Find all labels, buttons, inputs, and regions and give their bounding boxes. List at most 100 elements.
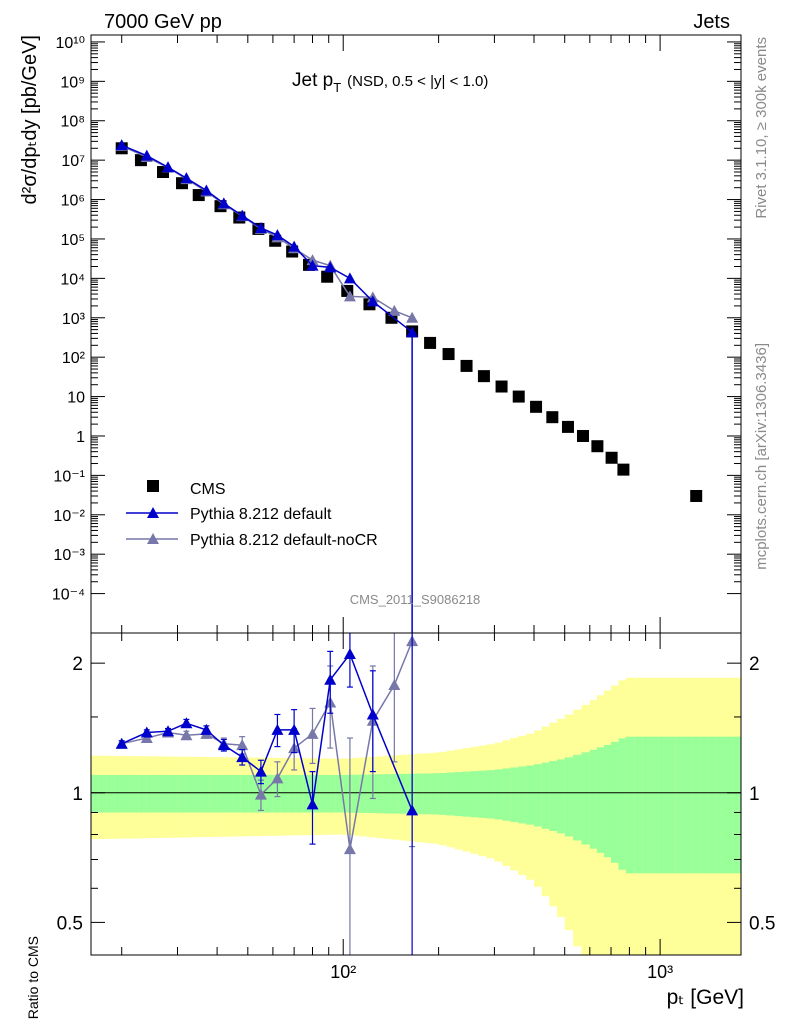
green-band-segment [658,736,668,874]
green-band-segment [596,747,605,853]
default-ratio-point [366,708,379,720]
default-data-point [406,326,419,338]
legend-label-default: Pythia 8.212 default [190,506,332,523]
green-band-segment [438,773,448,815]
green-band-segment [280,774,289,813]
cms-data-point [576,429,589,442]
green-band-segment [573,754,582,841]
cms-data-point [424,336,437,349]
nocr-ratio-point [236,739,249,751]
green-band-segment [390,774,400,814]
y-tick-label: 10³ [62,311,86,328]
legend-marker-default [147,507,159,518]
legend: CMS Pythia 8.212 default Pythia 8.212 de… [126,480,378,549]
default-ratio-point [343,648,356,660]
nocr-data-point [343,290,356,302]
y-tick-label: 1 [76,429,85,446]
y-tick-label: 10⁹ [60,74,85,91]
default-data-point [200,184,213,196]
green-band-segment [642,736,652,874]
green-band-segment [359,774,368,813]
green-band-segment [699,736,709,874]
green-band-segment [724,736,734,874]
default-ratio-point [162,725,175,737]
green-band-segment [716,736,726,874]
header-right: Jets [693,11,730,33]
default-ratio-point [406,804,419,816]
green-band-segment [708,736,717,874]
nocr-data-point [406,311,419,323]
default-data-point [217,197,230,209]
x-tick-label: 10² [330,962,356,982]
nocr-ratio-point [140,732,153,744]
default-ratio-point [324,673,337,685]
green-band-segment [288,774,297,813]
cms-data-point [477,370,490,383]
x-axis-title: pₜ [GeV] [667,986,744,1009]
green-band-segment [406,773,416,814]
green-band-segment [430,773,440,815]
y-tick-label: 10⁵ [61,232,85,249]
green-band-segment [470,771,479,818]
cms-data-point [546,411,559,424]
default-ratio-point [180,717,193,729]
y-tick-label: 10⁻⁴ [52,587,85,604]
green-band-segment [224,774,234,813]
green-band-segment [589,749,598,849]
green-band-segment [122,774,131,813]
green-band-segment [422,773,432,815]
green-band-segment [618,738,627,870]
green-band-segment [541,762,550,829]
green-band-segment [264,774,273,813]
default-data-point [271,229,284,241]
default-ratio-point [236,751,249,763]
nocr-ratio-point [180,729,193,741]
ratio-frame [90,632,742,956]
green-band-segment [375,774,384,814]
default-data-point [140,149,153,161]
green-band-segment [398,773,408,814]
green-band-segment [650,736,660,874]
ratio-uncertainty-bands [91,677,741,955]
y-axis-title-ratio: Ratio to CMS [25,936,41,1019]
green-band-segment [209,774,218,813]
nocr-ratio-point [388,678,401,690]
default-data-point [366,295,379,307]
ratio-y-tick-label-left: 0.5 [57,913,83,934]
green-band-segment [691,736,701,874]
y-tick-label: 10⁻² [53,508,85,525]
default-ratio-point [254,765,267,777]
nocr-ratio-point [254,788,267,800]
green-band-segment [146,774,155,813]
default-data-point [254,221,267,233]
plot-frames [90,34,742,956]
green-band-segment [343,774,352,813]
x-tick-label: 10³ [647,962,673,982]
cms-data-point [605,451,618,464]
green-band-segment [478,770,487,818]
cms-data-point [591,440,604,453]
nocr-ratio-line [121,640,413,850]
plot-title: Jet pT (NSD, 0.5 < |y| < 1.0) [292,70,488,95]
green-band-segment [486,770,495,819]
cms-data-point [530,400,543,413]
y-axis-title-main: d²σ/dpₜdy [pb/GeV] [19,35,41,204]
ratio-y-tick-label-right: 1 [749,784,760,805]
green-band-segment [382,774,392,814]
ratio-y-tick-label-left: 1 [72,784,83,805]
default-ratio-point [217,739,230,751]
legend-marker-nocr [147,533,159,544]
y-tick-label: 10² [62,350,86,367]
green-band-segment [683,736,693,874]
nocr-ratio-point [271,772,284,784]
green-band-segment [248,774,258,813]
green-band-segment [732,736,741,874]
nocr-ratio-point [306,727,319,739]
green-band-segment [564,757,574,837]
default-data-point [115,139,128,151]
green-band-segment [327,774,336,813]
default-ratio-point [115,737,128,749]
green-band-segment [303,774,313,813]
ratio-y-tick-label-left: 2 [72,654,83,675]
